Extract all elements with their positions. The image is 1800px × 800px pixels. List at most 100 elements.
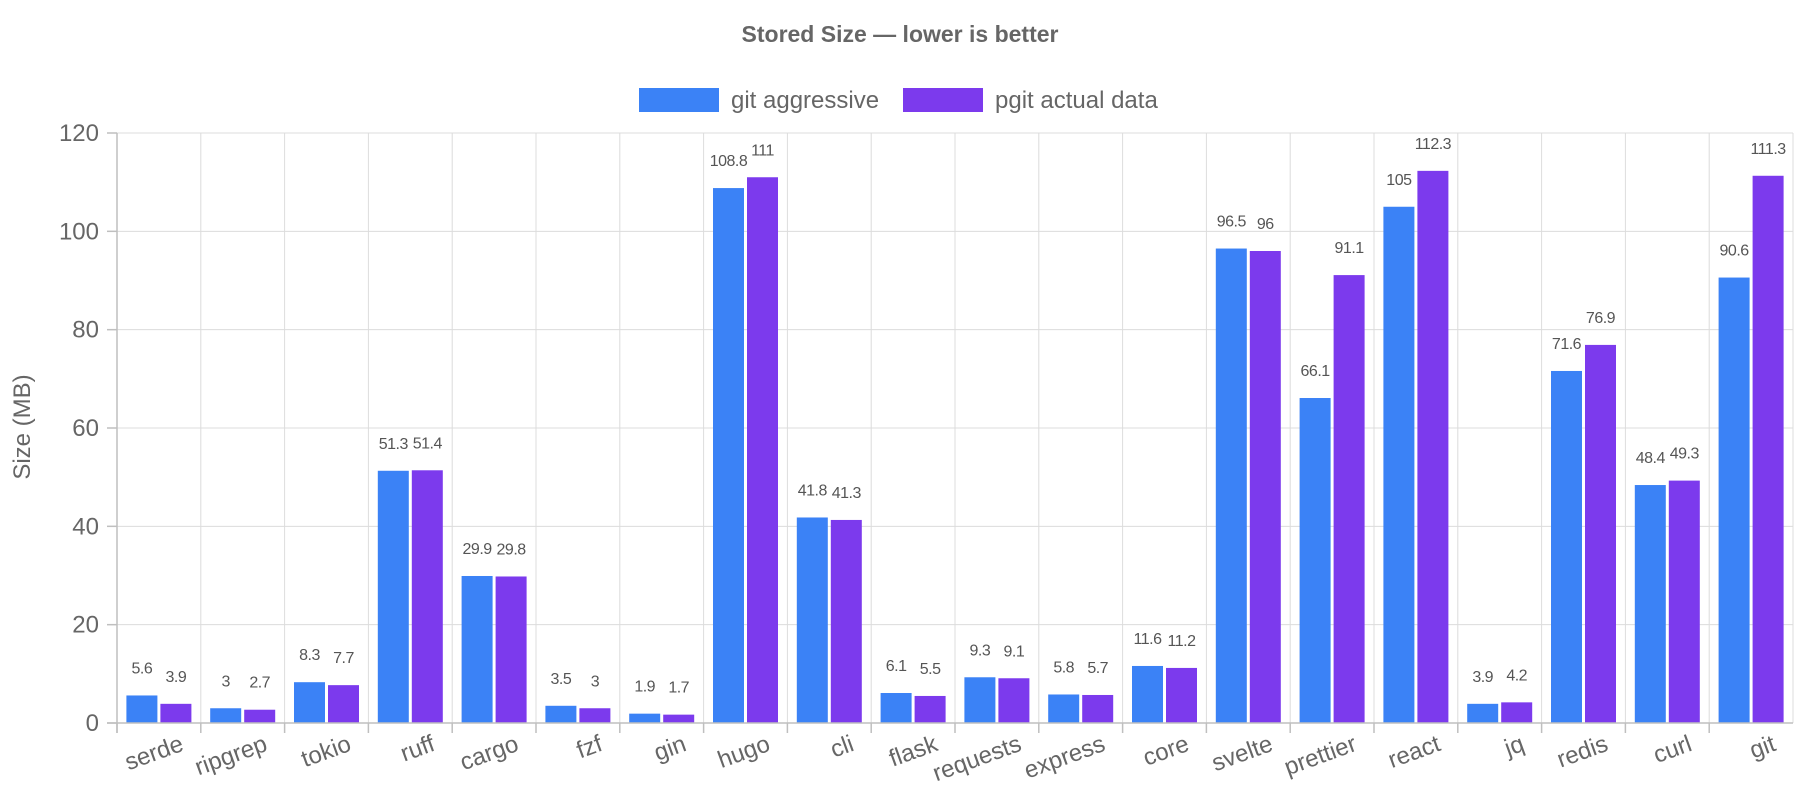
legend-swatch	[639, 88, 719, 112]
y-tick-label: 120	[59, 120, 99, 147]
bar-prettier-git-aggressive[interactable]	[1299, 398, 1331, 723]
x-tick-label: cli	[827, 730, 858, 763]
bar-cli-pgit-actual-data[interactable]	[830, 519, 862, 723]
data-label: 8.3	[299, 647, 320, 664]
data-label: 29.8	[497, 541, 527, 558]
x-tick-label: requests	[929, 730, 1025, 787]
bar-flask-pgit-actual-data[interactable]	[914, 695, 946, 723]
bar-ripgrep-git-aggressive[interactable]	[210, 708, 242, 723]
data-label: 6.1	[886, 658, 907, 675]
bar-ripgrep-pgit-actual-data[interactable]	[244, 709, 276, 723]
bar-tokio-pgit-actual-data[interactable]	[328, 685, 359, 723]
data-label: 111	[751, 142, 774, 159]
bar-hugo-pgit-actual-data[interactable]	[747, 177, 778, 723]
y-tick-label: 20	[72, 612, 99, 639]
x-tick-label: react	[1385, 730, 1445, 774]
bar-redis-pgit-actual-data[interactable]	[1585, 344, 1616, 723]
bar-requests-pgit-actual-data[interactable]	[998, 678, 1030, 723]
data-label: 11.2	[1168, 633, 1197, 650]
bar-ruff-pgit-actual-data[interactable]	[411, 470, 443, 723]
bar-serde-pgit-actual-data[interactable]	[160, 703, 192, 723]
bar-fzf-pgit-actual-data[interactable]	[579, 708, 611, 723]
y-axis-label: Size (MB)	[9, 374, 36, 479]
data-label: 7.7	[333, 650, 354, 667]
bar-serde-git-aggressive[interactable]	[126, 695, 158, 723]
data-label: 5.5	[920, 661, 941, 678]
bar-svelte-pgit-actual-data[interactable]	[1249, 251, 1281, 723]
bar-core-pgit-actual-data[interactable]	[1166, 667, 1197, 723]
legend-item-pgit-actual-data[interactable]: pgit actual data	[903, 87, 1158, 114]
bar-hugo-git-aggressive[interactable]	[713, 188, 744, 724]
data-label: 5.6	[132, 660, 153, 677]
bar-express-pgit-actual-data[interactable]	[1082, 694, 1114, 723]
data-label: 96	[1257, 216, 1274, 233]
y-tick-label: 0	[86, 710, 99, 737]
data-label: 41.3	[832, 485, 862, 502]
data-label: 51.4	[413, 435, 443, 452]
legend-item-git-aggressive[interactable]: git aggressive	[639, 87, 879, 114]
bar-curl-git-aggressive[interactable]	[1634, 485, 1666, 723]
data-label: 76.9	[1586, 310, 1616, 327]
bar-curl-pgit-actual-data[interactable]	[1668, 480, 1700, 723]
data-label: 111.3	[1751, 141, 1787, 158]
data-label: 3	[591, 673, 600, 690]
data-label: 1.7	[668, 680, 689, 697]
data-label: 3.9	[1472, 669, 1493, 686]
data-label: 112.3	[1415, 136, 1452, 153]
data-label: 5.8	[1053, 659, 1074, 676]
data-label: 3.9	[166, 669, 187, 686]
bar-git-git-aggressive[interactable]	[1718, 277, 1750, 723]
bar-jq-git-aggressive[interactable]	[1467, 703, 1499, 723]
bar-svelte-git-aggressive[interactable]	[1215, 248, 1247, 723]
data-label: 90.6	[1720, 243, 1750, 260]
data-label: 41.8	[798, 482, 828, 499]
data-label: 105	[1386, 172, 1412, 189]
x-tick-label: express	[1021, 730, 1109, 784]
legend-swatch	[903, 88, 983, 112]
data-label: 3	[221, 673, 230, 690]
bar-tokio-git-aggressive[interactable]	[294, 682, 325, 723]
x-tick-label: redis	[1553, 730, 1611, 773]
data-label: 11.6	[1134, 631, 1163, 648]
bar-cargo-pgit-actual-data[interactable]	[495, 576, 527, 723]
bar-redis-git-aggressive[interactable]	[1551, 370, 1582, 723]
bar-cargo-git-aggressive[interactable]	[461, 575, 493, 723]
x-tick-label: git	[1746, 730, 1779, 764]
y-tick-label: 100	[59, 218, 99, 245]
bar-jq-pgit-actual-data[interactable]	[1501, 702, 1533, 723]
bar-react-git-aggressive[interactable]	[1383, 206, 1415, 723]
chart-title: Stored Size — lower is better	[742, 21, 1059, 47]
y-tick-label: 40	[72, 513, 99, 540]
bar-prettier-pgit-actual-data[interactable]	[1333, 275, 1365, 723]
x-tick-label: serde	[121, 730, 187, 776]
x-tick-label: curl	[1650, 730, 1696, 769]
bar-gin-pgit-actual-data[interactable]	[663, 714, 695, 723]
x-tick-label: ripgrep	[191, 730, 270, 781]
data-label: 108.8	[710, 153, 748, 170]
bar-react-pgit-actual-data[interactable]	[1417, 170, 1449, 723]
data-label: 4.2	[1506, 667, 1527, 684]
bar-cli-git-aggressive[interactable]	[796, 517, 828, 723]
x-tick-label: fzf	[573, 730, 606, 764]
bar-flask-git-aggressive[interactable]	[880, 693, 912, 723]
bar-gin-git-aggressive[interactable]	[629, 713, 661, 723]
data-labels: 5.6 3.9 3 2.7 8.3 7.7 51.3 51.4 29.9 29.8 3.5 3 1.9 1…	[132, 136, 1787, 697]
bars	[126, 170, 1784, 724]
bar-fzf-git-aggressive[interactable]	[545, 705, 577, 723]
legend[interactable]: git aggressive pgit actual data	[639, 87, 1158, 114]
data-label: 51.3	[379, 436, 409, 453]
data-label: 96.5	[1217, 214, 1247, 231]
y-tick-label: 80	[72, 317, 99, 344]
bar-ruff-git-aggressive[interactable]	[377, 470, 409, 723]
bar-requests-git-aggressive[interactable]	[964, 677, 996, 723]
data-label: 1.9	[634, 679, 655, 696]
bar-git-pgit-actual-data[interactable]	[1752, 175, 1784, 723]
data-label: 9.1	[1004, 643, 1025, 660]
bar-core-git-aggressive[interactable]	[1132, 665, 1163, 723]
data-label: 29.9	[463, 541, 493, 558]
bar-express-git-aggressive[interactable]	[1048, 694, 1080, 723]
x-tick-label: tokio	[298, 730, 355, 773]
data-label: 2.7	[249, 675, 270, 692]
data-label: 5.7	[1087, 660, 1108, 677]
